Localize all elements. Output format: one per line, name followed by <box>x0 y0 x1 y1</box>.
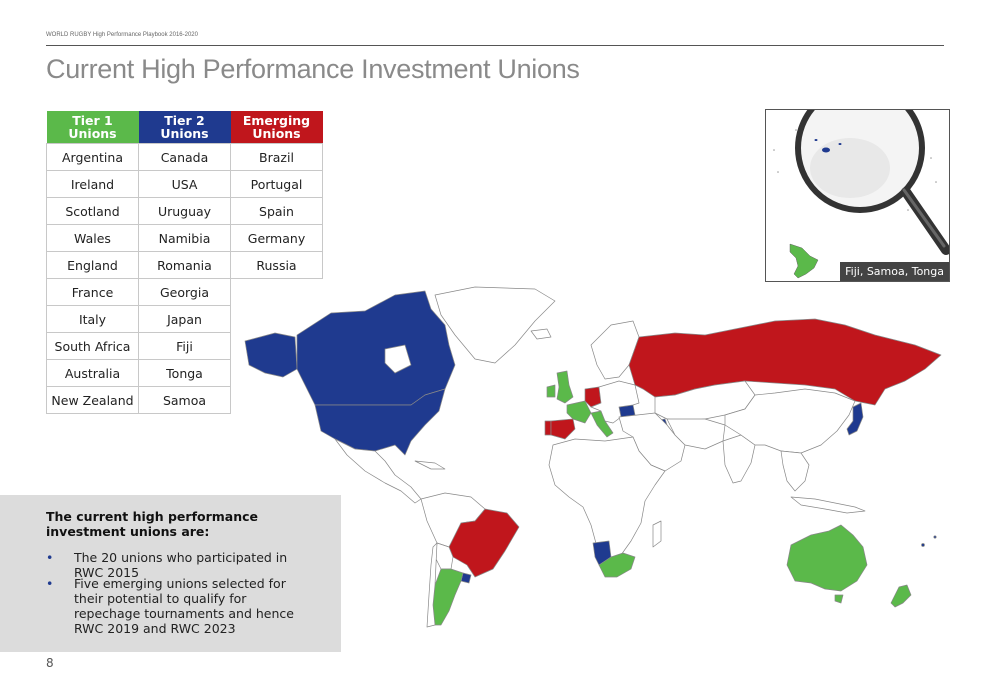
chile <box>426 542 438 628</box>
bullet-dot: • <box>46 576 54 591</box>
africa <box>548 436 666 564</box>
tier2-header: Tier 2 Unions <box>138 111 231 144</box>
pacific-inset-map <box>773 110 949 279</box>
tier1-header: Tier 1 Unions <box>46 111 139 144</box>
tier2-cell: Samoa <box>138 386 231 414</box>
madagascar <box>652 520 662 548</box>
pacific-inset: Fiji, Samoa, Tonga <box>765 109 950 282</box>
spain <box>550 418 576 440</box>
table-row: Australia Tonga <box>46 359 323 387</box>
china <box>724 388 856 454</box>
canada <box>296 290 456 406</box>
unions-table: Tier 1 Unions Tier 2 Unions Emerging Uni… <box>46 111 323 414</box>
iran-region <box>666 418 726 450</box>
table-row: France Georgia <box>46 278 323 306</box>
tier2-cell: Romania <box>138 251 231 279</box>
info-box <box>0 495 341 652</box>
india <box>722 434 756 484</box>
tier1-cell: England <box>46 251 139 279</box>
page-title: Current High Performance Investment Unio… <box>46 54 580 84</box>
table-row: England Romania Russia <box>46 251 323 279</box>
table-row: New Zealand Samoa <box>46 386 323 414</box>
table-row: Wales Namibia Germany <box>46 224 323 252</box>
emerging-cell: Spain <box>230 197 323 225</box>
australia <box>786 524 868 592</box>
table-row: Argentina Canada Brazil <box>46 143 323 171</box>
emerging-cell: Germany <box>230 224 323 252</box>
tier1-cell: New Zealand <box>46 386 139 414</box>
indonesia <box>790 496 866 514</box>
south-africa <box>598 552 636 578</box>
tier1-cell: Wales <box>46 224 139 252</box>
tier2-cell: Fiji <box>138 332 231 360</box>
emerging-cell: Russia <box>230 251 323 279</box>
southeast-asia <box>780 450 810 492</box>
table-row: Ireland USA Portugal <box>46 170 323 198</box>
tier1-cell: Australia <box>46 359 139 387</box>
new-zealand <box>890 584 912 608</box>
magnifier-icon <box>795 110 949 255</box>
ireland <box>546 384 556 398</box>
tier2-cell: Namibia <box>138 224 231 252</box>
emerging-header: Emerging Unions <box>230 111 323 144</box>
world-map <box>244 286 942 628</box>
tier1-cell: France <box>46 278 139 306</box>
japan <box>846 402 864 436</box>
alaska <box>244 332 298 378</box>
table-row: Scotland Uruguay Spain <box>46 197 323 225</box>
running-head: WORLD RUGBY High Performance Playbook 20… <box>46 32 198 38</box>
tier2-cell: Uruguay <box>138 197 231 225</box>
table-row: South Africa Fiji <box>46 332 323 360</box>
great-britain <box>556 370 574 404</box>
tier1-cell: Argentina <box>46 143 139 171</box>
page-number: 8 <box>46 656 54 670</box>
header-rule <box>46 45 944 46</box>
inset-caption: Fiji, Samoa, Tonga <box>840 262 949 281</box>
tier2-cell: Tonga <box>138 359 231 387</box>
argentina <box>432 568 464 626</box>
bullet-text: Five emerging unions selected for their … <box>74 576 294 636</box>
tier2-cell: Canada <box>138 143 231 171</box>
info-heading: The current high performance investment … <box>46 509 259 539</box>
greenland <box>434 286 556 364</box>
emerging-cell: Portugal <box>230 170 323 198</box>
middle-east <box>618 412 686 472</box>
table-row: Italy Japan <box>46 305 323 333</box>
tier2-cell: Georgia <box>138 278 231 306</box>
emerging-cell: Brazil <box>230 143 323 171</box>
bullet-text: The 20 unions who participated in RWC 20… <box>74 550 288 580</box>
portugal <box>544 420 552 436</box>
tier2-cell: USA <box>138 170 231 198</box>
tier1-cell: Italy <box>46 305 139 333</box>
pacific-islands-blue <box>814 139 842 153</box>
tier1-cell: Ireland <box>46 170 139 198</box>
tier2-cell: Japan <box>138 305 231 333</box>
bullet-dot: • <box>46 550 54 565</box>
tier1-cell: South Africa <box>46 332 139 360</box>
emerging-header-line2: Unions <box>252 126 301 141</box>
new-zealand-inset <box>789 243 819 279</box>
tier1-cell: Scotland <box>46 197 139 225</box>
emerging-header-line1: Emerging <box>242 113 311 128</box>
